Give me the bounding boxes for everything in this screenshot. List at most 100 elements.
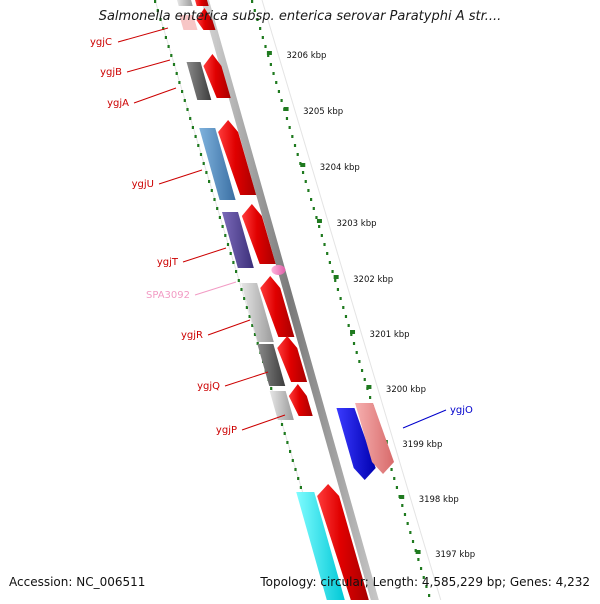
outer-ring-dot [347, 324, 350, 327]
outer-ring-dot [358, 360, 361, 363]
scale-label: 3202 kbp [353, 275, 393, 285]
outer-ring-dot [334, 279, 337, 282]
scale-label: 3204 kbp [320, 163, 360, 173]
inner-ring-dot [197, 144, 200, 147]
gene-label-ygjO: ygjO [450, 405, 473, 416]
inner-ring-dot [175, 72, 178, 75]
scale-label: 3205 kbp [303, 107, 343, 117]
cds-forward-arrow [218, 120, 257, 195]
scale-tick-major [316, 219, 322, 223]
outer-ring-dot [256, 18, 259, 21]
inner-ring-dot [194, 135, 197, 138]
cds-forward-arrow [241, 204, 276, 264]
scale-label: 3198 kbp [419, 495, 459, 505]
scale-label: 3199 kbp [402, 440, 442, 450]
gene-label-SPA3092: SPA3092 [146, 290, 190, 301]
inner-ring-dot [291, 459, 294, 462]
outer-ring-dot [323, 243, 326, 246]
outer-ring-dot [417, 558, 420, 561]
gene-label-ygjA: ygjA [107, 98, 129, 109]
gene-label-leader [117, 27, 169, 43]
inner-ring-dot [205, 171, 208, 174]
inner-ring-dot [226, 243, 230, 246]
inner-ring-dot [213, 198, 216, 201]
inner-ring-dot [224, 234, 227, 237]
scale-tick-major [266, 51, 272, 55]
outer-ring-dot [291, 135, 294, 138]
outer-ring-dot [409, 531, 412, 534]
gene-label-leader [158, 169, 203, 185]
gene-label-leader [133, 87, 177, 104]
inner-ring-dot [172, 63, 176, 66]
outer-ring-dot [318, 225, 321, 228]
outer-ring-dot [411, 540, 415, 543]
outer-ring-dot [280, 99, 283, 102]
inner-ring-dot [170, 54, 173, 57]
outer-ring-edge [261, 0, 442, 601]
outer-ring-dot [336, 288, 340, 291]
gene-block [186, 62, 212, 100]
outer-ring-dot [395, 486, 399, 489]
inner-ring-dot [253, 333, 257, 336]
outer-ring-dot [293, 144, 297, 147]
inner-ring-dot [181, 90, 184, 93]
outer-ring-dot [355, 351, 358, 354]
scale-label: 3201 kbp [370, 330, 410, 340]
inner-ring-dot [243, 297, 246, 300]
gene-label-ygjB: ygjB [100, 67, 122, 78]
cds-forward-arrow [288, 384, 313, 416]
outer-ring-dot [275, 81, 278, 84]
scale-label: 3203 kbp [336, 219, 376, 229]
inner-ring-dot [159, 18, 162, 21]
outer-ring-dot [253, 9, 256, 12]
inner-ring-dot [162, 27, 165, 30]
accession-label: Accession: NC_006511 [9, 575, 146, 589]
gene-block [221, 212, 254, 268]
outer-ring-dot [401, 504, 404, 507]
inner-ring-dot [183, 99, 186, 102]
inner-ring-dot [270, 387, 273, 390]
outer-ring-dot [342, 306, 345, 309]
cds-forward-arrow [203, 54, 231, 98]
gene-label-leader [402, 409, 447, 429]
topology-summary: Topology: circular; Length: 4,585,229 bp… [260, 575, 590, 589]
outer-ring-dot [307, 189, 310, 192]
outer-ring-dot [251, 0, 254, 3]
cds-forward-arrow [277, 336, 308, 382]
outer-ring-dot [285, 117, 289, 120]
outer-ring-dot [296, 153, 299, 156]
gene-block [199, 128, 236, 200]
scale-tick-major [300, 163, 306, 167]
outer-ring-dot [288, 126, 291, 129]
inner-ring-dot [240, 288, 243, 291]
cds-reverse-arrow [336, 408, 376, 480]
inner-ring-dot [235, 270, 238, 273]
outer-ring-dot [261, 36, 264, 39]
gene-label-leader [241, 414, 286, 431]
gene-block [296, 492, 345, 600]
outer-ring-dot [350, 333, 353, 336]
outer-ring-dot [403, 513, 407, 516]
cds-forward-arrow [195, 0, 209, 6]
gene-label-ygjC: ygjC [90, 37, 112, 48]
inner-ring-dot [299, 486, 302, 489]
inner-ring-dot [164, 36, 167, 39]
outer-ring-dot [328, 261, 331, 264]
inner-ring-dot [216, 207, 219, 210]
outer-ring-dot [344, 315, 348, 318]
outer-ring-dot [406, 522, 409, 525]
outer-ring-dot [419, 567, 423, 570]
inner-ring-dot [189, 117, 192, 120]
gene-label-ygjQ: ygjQ [197, 381, 220, 392]
gene-block [355, 403, 395, 474]
gene-label-ygjP: ygjP [216, 425, 237, 436]
inner-ring-dot [237, 279, 240, 282]
gene-label-leader [207, 319, 251, 336]
gene-label-ygjR: ygjR [181, 330, 203, 341]
outer-ring-dot [301, 171, 305, 174]
outer-ring-dot [320, 234, 323, 237]
outer-ring-dot [326, 252, 329, 255]
gene-label-leader [126, 59, 171, 73]
inner-ring-dot [286, 441, 289, 444]
